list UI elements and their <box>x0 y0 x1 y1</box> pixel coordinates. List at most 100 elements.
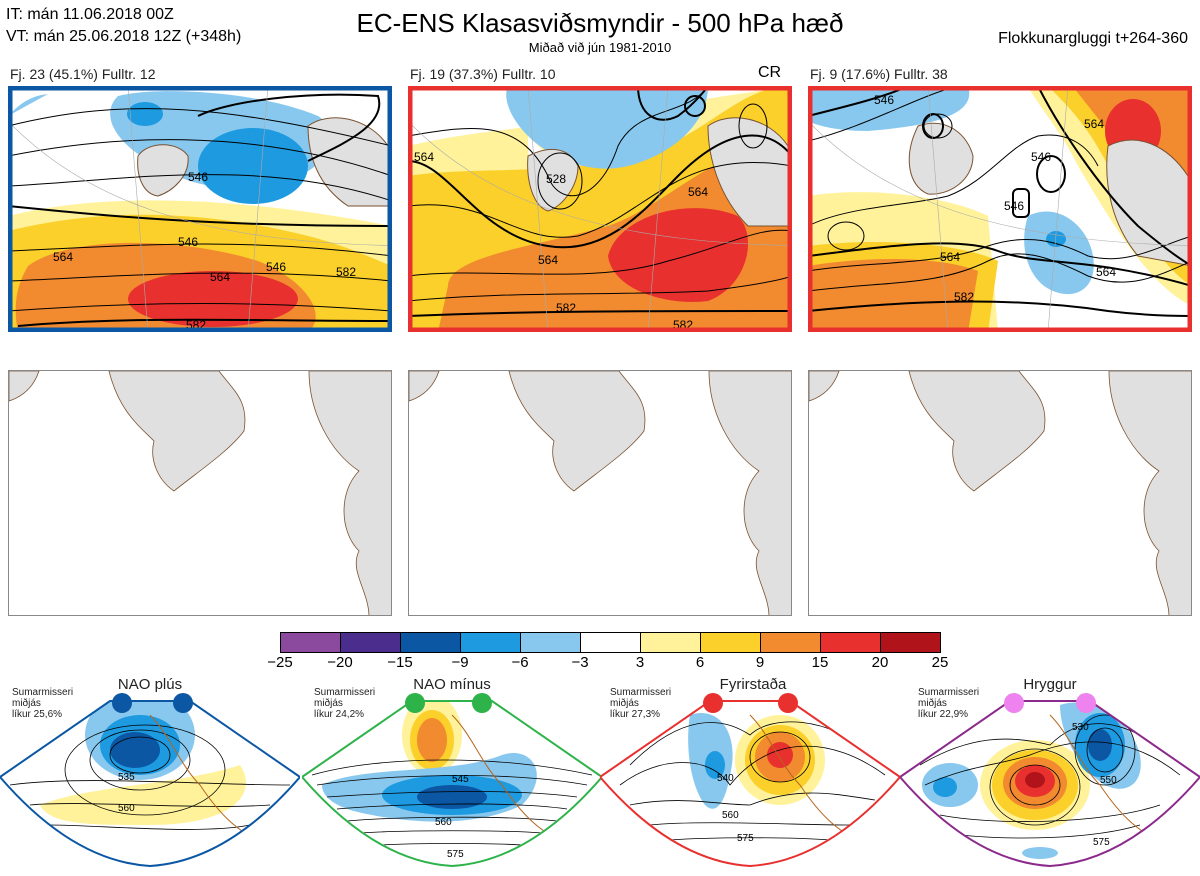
contour-label: 564 <box>688 185 708 199</box>
cluster-3-contour-labels: 546 546 546 564 564 582 564 <box>874 93 1116 304</box>
colorbar-swatches <box>280 632 941 653</box>
contour-label: 546 <box>188 170 208 184</box>
colorbar-swatch <box>880 632 941 653</box>
colorbar-label: −15 <box>387 654 413 671</box>
contour-label: 546 <box>1004 199 1024 213</box>
cluster-window: Flokkunargluggi t+264-360 <box>998 30 1188 47</box>
regime-name: NAO plús <box>117 676 183 693</box>
regime-info-line: Sumarmisseri <box>610 687 672 698</box>
colorbar-label: −20 <box>327 654 353 671</box>
cluster-3-map: 546 546 546 564 564 582 564 <box>808 86 1192 332</box>
regime-info: Sumarmisseri miðjás líkur 24,2% <box>314 687 375 720</box>
colorbar-swatch <box>760 632 821 653</box>
valid-time: VT: mán 25.06.2018 12Z (+348h) <box>6 28 242 45</box>
colorbar <box>280 632 960 677</box>
colorbar-swatch <box>820 632 881 653</box>
cluster-1-contour-labels: 546 546 546 564 564 582 582 <box>53 170 356 332</box>
contour-label: 560 <box>118 803 135 814</box>
contour-label: 564 <box>538 253 558 267</box>
colorbar-label: 15 <box>811 654 829 671</box>
regime-nao-plus: 535 560 NAO plús Sumarmisseri miðjás lík… <box>0 675 302 871</box>
contour-label: 582 <box>954 290 974 304</box>
cluster-2-tag: CR <box>758 64 782 81</box>
regime-dot <box>703 693 723 713</box>
colorbar-swatch <box>700 632 761 653</box>
contour-label: 564 <box>414 150 434 164</box>
regime-nao-minus: 545 560 575 NAO mínus Sumarmisseri miðjá… <box>300 675 604 871</box>
regime-dot <box>1004 693 1024 713</box>
regime-info-line: Sumarmisseri <box>314 687 376 698</box>
colorbar-swatch <box>340 632 401 653</box>
regime-info-line: Sumarmisseri <box>12 687 74 698</box>
contour-label: 546 <box>178 235 198 249</box>
regime-blocking: 540 560 575 Fyrirstaða Sumarmisseri miðj… <box>598 675 902 871</box>
regime-info: Sumarmisseri miðjás líkur 25,6% <box>12 687 73 720</box>
regime-name: Fyrirstaða <box>719 676 787 693</box>
regime-info: Sumarmisseri miðjás líkur 22,9% <box>918 687 979 720</box>
colorbar-swatch <box>400 632 461 653</box>
contour-label: 564 <box>1096 265 1116 279</box>
regime-name: NAO mínus <box>413 676 491 693</box>
contour-label: 564 <box>210 270 230 284</box>
colorbar-labels: −25 −20 −15 −9 −6 −3 3 6 9 15 20 25 <box>250 654 970 674</box>
cluster-1-map: 546 546 546 564 564 582 582 <box>8 86 392 332</box>
regime-info-line: miðjás <box>918 698 947 709</box>
regime-dot <box>405 693 425 713</box>
regime-info-line: miðjás <box>314 698 343 709</box>
colorbar-label: −25 <box>267 654 293 671</box>
regime-info: Sumarmisseri miðjás líkur 27,3% <box>610 687 671 720</box>
contour-label: 582 <box>556 301 576 315</box>
regime-dot <box>1076 693 1096 713</box>
regime-dot <box>778 693 798 713</box>
page-title: EC-ENS Klasasviðsmyndir - 500 hPa hæð <box>356 8 844 38</box>
colorbar-label: 6 <box>695 654 705 671</box>
colorbar-label: 25 <box>931 654 949 671</box>
page-subtitle: Miðað við jún 1981-2010 <box>528 40 672 55</box>
init-time: IT: mán 11.06.2018 00Z <box>6 6 174 23</box>
regime-dot <box>112 693 132 713</box>
contour-label: 575 <box>1093 837 1110 848</box>
colorbar-label: −9 <box>451 654 469 671</box>
contour-label: 546 <box>266 260 286 274</box>
run-info: IT: mán 11.06.2018 00Z VT: mán 25.06.201… <box>6 4 241 48</box>
regime-info-line: líkur 27,3% <box>610 709 661 720</box>
colorbar-label: −6 <box>511 654 529 671</box>
regime-info-line: miðjás <box>610 698 639 709</box>
colorbar-swatch <box>460 632 521 653</box>
contour-label: 575 <box>447 849 464 860</box>
contour-label: 564 <box>53 250 73 264</box>
colorbar-label: 9 <box>755 654 765 671</box>
contour-label: 582 <box>336 265 356 279</box>
regime-dot <box>173 693 193 713</box>
contour-label: 550 <box>1100 775 1117 786</box>
regime-ridge: 530 550 575 Hryggur Sumarmisseri miðjás … <box>898 675 1200 871</box>
colorbar-label: −3 <box>571 654 589 671</box>
colorbar-swatch <box>280 632 341 653</box>
base-map-1 <box>8 370 392 616</box>
contour-label: 564 <box>1084 117 1104 131</box>
cluster-2-contour-labels: 564 528 564 564 582 582 <box>414 150 708 332</box>
contour-label: 575 <box>737 833 754 844</box>
colorbar-label: 3 <box>635 654 645 671</box>
contour-label: 564 <box>940 250 960 264</box>
contour-label: 535 <box>118 772 135 783</box>
contour-label: 560 <box>435 817 452 828</box>
regime-info-line: líkur 24,2% <box>314 709 365 720</box>
regime-info-line: Sumarmisseri <box>918 687 980 698</box>
regime-info-line: líkur 22,9% <box>918 709 969 720</box>
base-map-3 <box>808 370 1192 616</box>
cluster-3-label: Fj. 9 (17.6%) Fulltr. 38 <box>810 66 948 82</box>
contour-label: 528 <box>546 172 566 186</box>
contour-label: 540 <box>717 773 734 784</box>
cluster-1-label: Fj. 23 (45.1%) Fulltr. 12 <box>10 66 156 82</box>
colorbar-swatch <box>580 632 641 653</box>
contour-label: 530 <box>1072 722 1089 733</box>
colorbar-swatch <box>640 632 701 653</box>
regime-dot <box>472 693 492 713</box>
regime-info-line: líkur 25,6% <box>12 709 63 720</box>
cluster-2-map: 564 528 564 564 582 582 <box>408 86 792 332</box>
colorbar-label: 20 <box>871 654 889 671</box>
contour-label: 546 <box>1031 150 1051 164</box>
contour-label: 545 <box>452 774 469 785</box>
base-map-2 <box>408 370 792 616</box>
